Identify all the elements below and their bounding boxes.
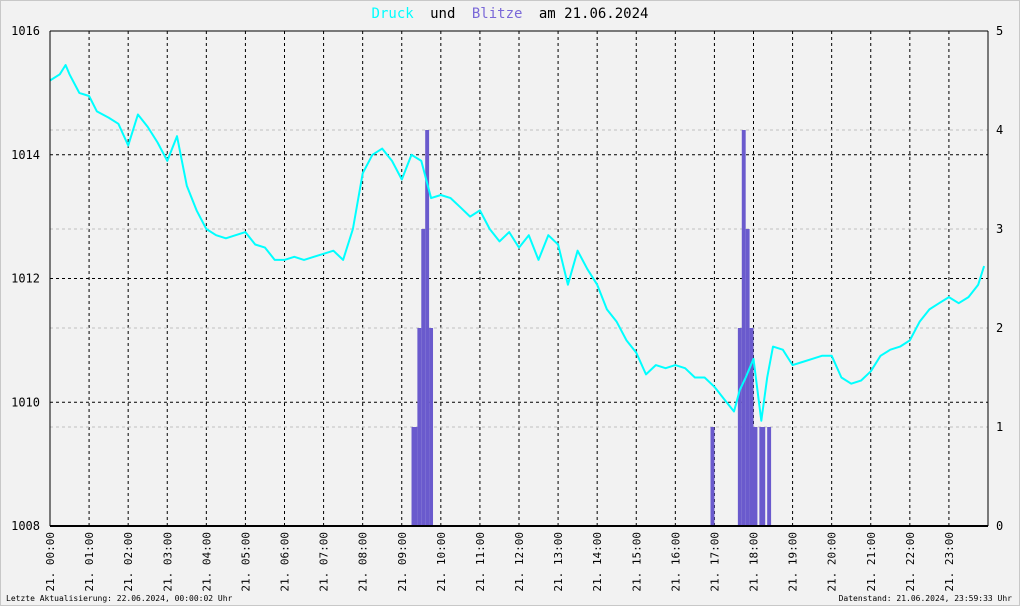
x-tick-label: 21. 02:00	[122, 532, 135, 592]
x-tick-label: 21. 09:00	[396, 532, 409, 592]
y-right-tick-label: 3	[996, 222, 1003, 236]
x-tick-label: 21. 21:00	[865, 532, 878, 592]
y-right-tick-label: 2	[996, 321, 1003, 335]
x-tick-label: 21. 13:00	[552, 532, 565, 592]
chart-title: Druck und Blitze am 21.06.2024	[372, 6, 649, 22]
x-tick-label: 21. 18:00	[748, 532, 761, 592]
lightning-bar	[767, 427, 772, 526]
lightning-bar	[421, 229, 426, 526]
x-tick-label: 21. 00:00	[44, 532, 57, 592]
pressure-line	[49, 64, 986, 422]
title-word-blitze: Blitze	[472, 6, 523, 22]
lightning-bar	[425, 130, 430, 526]
x-tick-label: 21. 03:00	[161, 532, 174, 592]
lightning-bar	[710, 427, 715, 526]
x-tick-label: 21. 14:00	[591, 532, 604, 592]
x-tick-label: 21. 01:00	[83, 532, 96, 592]
lightning-bars	[411, 130, 772, 526]
x-tick-label: 21. 10:00	[435, 532, 448, 592]
x-tick-label: 21. 11:00	[474, 532, 487, 592]
footer-left: Letzte Aktualisierung: 22.06.2024, 00:00…	[6, 594, 233, 603]
lightning-bar	[429, 328, 434, 526]
title-word-druck: Druck	[372, 6, 415, 22]
y-right-tick-label: 5	[996, 24, 1003, 38]
grid	[50, 30, 988, 526]
axes	[49, 30, 989, 527]
tick-labels: 1008 1010 1012 1014 1016 0 1 2 3 4 5 21. 00:00 21. 0…	[11, 24, 1003, 592]
x-tick-label: 21. 06:00	[279, 532, 292, 592]
title-word-date: am 21.06.2024	[539, 6, 649, 22]
x-tick-label: 21. 23:00	[943, 532, 956, 592]
lightning-bar	[411, 427, 418, 526]
lightning-bar	[737, 328, 742, 526]
x-tick-label: 21. 22:00	[904, 532, 917, 592]
y-right-tick-label: 1	[996, 420, 1003, 434]
x-tick-label: 21. 12:00	[513, 532, 526, 592]
title-word-und: und	[430, 6, 455, 22]
y-left-tick-label: 1012	[11, 272, 40, 286]
x-tick-label: 21. 07:00	[318, 532, 331, 592]
pressure-series	[49, 64, 986, 422]
lightning-bar	[749, 328, 754, 526]
x-tick-label: 21. 05:00	[239, 532, 252, 592]
lightning-bar	[417, 328, 422, 526]
lightning-bar	[759, 427, 766, 526]
x-tick-label: 21. 08:00	[357, 532, 370, 592]
footer-right: Datenstand: 21.06.2024, 23:59:33 Uhr	[839, 594, 1013, 603]
x-tick-label: 21. 04:00	[200, 532, 213, 592]
y-left-tick-label: 1010	[11, 395, 40, 409]
y-right-tick-label: 4	[996, 123, 1003, 137]
y-left-tick-label: 1016	[11, 24, 40, 38]
lightning-bar	[745, 229, 750, 526]
x-tick-label: 21. 20:00	[826, 532, 839, 592]
y-right-tick-label: 0	[996, 519, 1003, 533]
y-left-tick-label: 1008	[11, 519, 40, 533]
x-tick-label: 21. 15:00	[630, 532, 643, 592]
x-tick-label: 21. 16:00	[669, 532, 682, 592]
lightning-bar	[741, 130, 746, 526]
x-tick-label: 21. 19:00	[787, 532, 800, 592]
y-left-tick-label: 1014	[11, 148, 40, 162]
lightning-bar	[753, 427, 758, 526]
x-tick-label: 21. 17:00	[708, 532, 721, 592]
